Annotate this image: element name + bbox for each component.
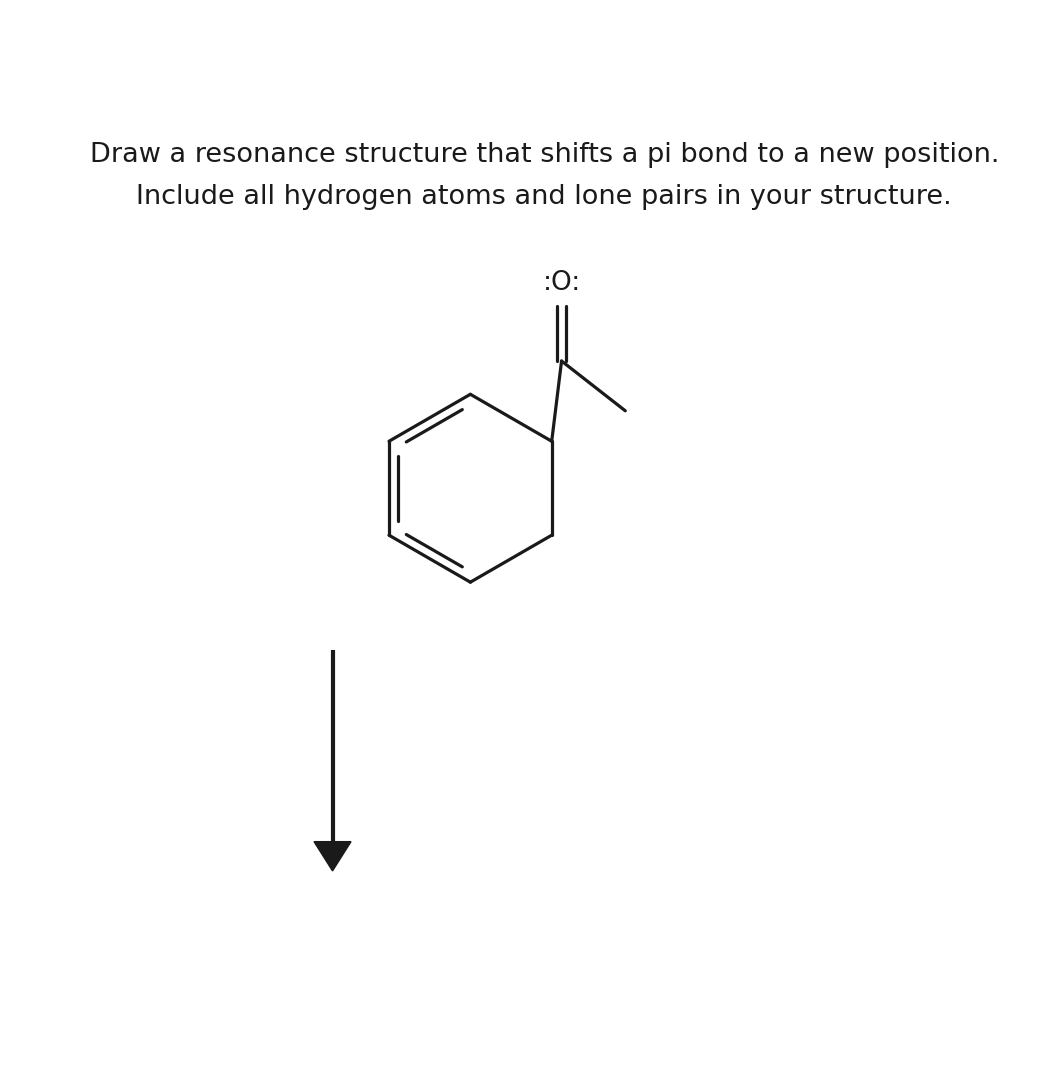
Text: Include all hydrogen atoms and lone pairs in your structure.: Include all hydrogen atoms and lone pair… [136, 184, 953, 210]
Polygon shape [314, 842, 352, 870]
Text: Draw a resonance structure that shifts a pi bond to a new position.: Draw a resonance structure that shifts a… [89, 142, 999, 167]
Text: :O:: :O: [543, 270, 581, 296]
